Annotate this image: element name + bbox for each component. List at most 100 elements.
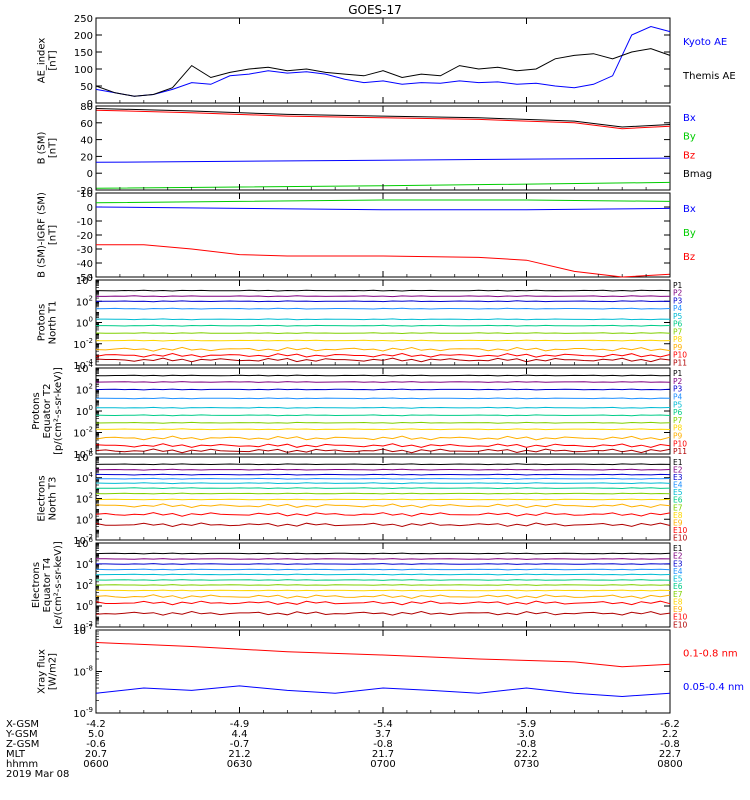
channel-label: E8 [673,597,683,606]
panel-frame [95,105,671,191]
x-row-label: hhmm [6,759,38,770]
y-axis-label: [nT] [48,50,59,70]
channel-line-e9 [95,503,671,509]
channel-line-e2 [96,558,671,560]
channel-label: P4 [673,304,683,313]
channel-label: E8 [673,511,683,520]
channel-label: P10 [673,351,687,360]
channel-label: E2 [673,466,683,475]
channel-line-e2 [95,468,671,471]
channel-line-e1 [95,552,671,555]
channel-line-e3 [96,563,671,565]
x-tick-value: 0730 [514,759,539,770]
channel-label: E10 [673,613,688,622]
x-tick-value: -0.8 [373,739,393,750]
panel-ae: 0 50 100 150 200 250 AE_index [nT] Kyoto AE Themi… [37,14,736,110]
channel-label: P8 [673,424,683,433]
y-tick-label: 100 [74,65,93,76]
channel-label: P7 [673,327,683,336]
channel-label: E1 [673,544,683,553]
y-tick-label: 100 [76,512,93,526]
channel-line-p4 [96,397,671,400]
y-axis-label: Protons [31,392,42,429]
panel-frame [95,192,671,278]
channel-label: E4 [673,481,683,490]
y-tick-label: 60 [80,119,93,130]
series-line-bmag [95,108,671,128]
channel-line-p9 [95,435,671,441]
y-tick-label: 104 [76,471,94,485]
x-tick-value: 0600 [83,759,108,770]
channel-label: P7 [673,416,683,425]
channel-label: E5 [673,488,683,497]
date-label: 2019 Mar 08 [6,769,69,780]
x-tick-value: -4.9 [230,719,250,730]
channel-label: E6 [673,496,683,505]
y-tick-label: 104 [76,361,94,375]
series-line-kyoto-ae [95,25,671,97]
y-axis-label: Electrons [31,562,42,608]
channel-line-e7 [95,492,671,495]
y-tick-label: 10-8 [73,665,93,679]
y-axis-label: Xray flux [37,649,48,694]
y-tick-label: 20 [80,152,93,163]
y-tick-label: 10-2 [73,620,93,634]
channel-line-e6 [96,487,671,490]
y-tick-label: 100 [76,599,93,613]
channel-line-e3 [95,473,671,476]
x-tick-value: 4.4 [232,729,248,740]
channel-label: P8 [673,335,683,344]
panel-bigrf: -50 -40 -30 -20 -10 0 10 B (SM)-IGRF (SM) [nT] Bx… [37,189,696,284]
series-line-0-1-0-8-nm [95,642,671,668]
channel-label: P2 [673,289,683,298]
x-tick-value: 20.7 [85,749,107,760]
y-tick-label: -40 [77,259,93,270]
y-tick-label: 0 [87,99,93,110]
channel-label: P3 [673,296,683,305]
y-axis-label: Equator T4 [42,558,53,613]
y-tick-label: 0 [87,203,93,214]
series-line-bx [95,206,671,211]
y-tick-label: -10 [77,217,93,228]
channel-line-p1 [96,374,671,377]
legend-label: Kyoto AE [683,37,727,48]
y-tick-label: 102 [76,578,93,592]
x-tick-value: 0700 [370,759,395,770]
y-tick-label: 80 [80,102,93,113]
x-tick-value: -0.8 [660,739,680,750]
y-tick-label: -20 [77,231,93,242]
channel-label: E9 [673,605,683,614]
y-tick-label: 102 [76,492,93,506]
y-axis-label: North T3 [48,477,59,521]
y-axis-label: AE_index [37,38,48,84]
legend-label: Themis AE [682,71,736,82]
channel-line-e4 [95,568,671,571]
channel-label: E3 [673,559,683,568]
x-tick-value: -0.7 [230,739,250,750]
y-axis-label: B (SM) [37,131,48,164]
x-tick-value: -4.2 [86,719,106,730]
legend-label: Bx [683,113,696,124]
channel-label: P9 [673,343,683,352]
channel-label: E9 [673,518,683,527]
channel-line-p4 [95,307,671,310]
y-axis-label: [nT] [48,225,59,245]
y-tick-label: -50 [77,273,93,284]
panel-frame [95,279,671,366]
y-tick-label: 250 [74,14,93,25]
x-tick-value: 21.7 [372,749,394,760]
y-axis-label: Protons [37,304,48,341]
y-tick-label: 100 [76,404,93,418]
channel-label: P9 [673,432,683,441]
x-tick-value: 5.0 [88,729,104,740]
panel-protonsT1: 10-4 10-2 100 102 104 Protons North T1 P1P2P3P4… [37,273,688,372]
channel-line-e10 [95,600,671,606]
panel-frame [95,629,671,714]
channel-label: E10 [673,526,688,535]
y-tick-label: 102 [76,294,93,308]
y-axis-label: [e/(cm²-s-sr-keV)] [53,541,64,629]
y-tick-label: 150 [74,48,93,59]
channel-line-p3 [95,300,671,303]
panel-frame [95,367,671,455]
